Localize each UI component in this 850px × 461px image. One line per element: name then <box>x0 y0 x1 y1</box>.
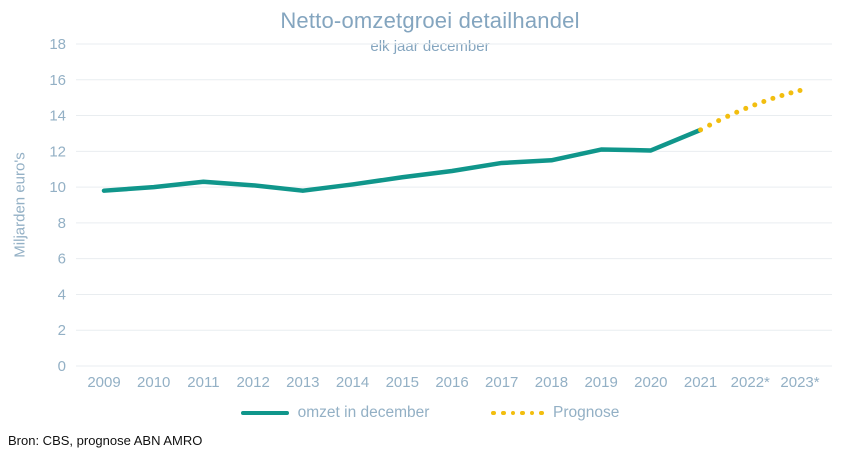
y-tick-label: 10 <box>49 179 66 196</box>
x-tick-label: 2018 <box>535 374 568 391</box>
legend: omzet in december Prognose <box>10 404 850 422</box>
x-tick-label: 2021 <box>684 374 717 391</box>
x-tick-label: 2023* <box>780 374 819 391</box>
y-tick-label: 0 <box>58 358 66 375</box>
x-tick-label: 2019 <box>584 374 617 391</box>
chart-title: Netto-omzetgroei detailhandel <box>280 8 580 33</box>
prognose-dot <box>734 109 740 115</box>
x-tick-label: 2009 <box>87 374 120 391</box>
y-tick-label: 14 <box>49 108 66 125</box>
y-tick-label: 18 <box>49 36 66 53</box>
x-tick-label: 2010 <box>137 374 170 391</box>
y-tick-label: 2 <box>58 322 66 339</box>
x-tick-label: 2014 <box>336 374 369 391</box>
y-tick-label: 16 <box>49 72 66 89</box>
y-tick-label: 4 <box>58 286 66 303</box>
revenue-line <box>101 127 703 193</box>
legend-item-prognose: Prognose <box>491 404 619 422</box>
prognose-dot <box>797 88 803 94</box>
x-tick-label: 2015 <box>386 374 419 391</box>
prognose-dot <box>788 90 794 96</box>
prognose-dots-swatch <box>491 410 544 416</box>
x-tick-label: 2011 <box>187 374 219 391</box>
y-tick-label: 12 <box>49 143 66 160</box>
prognose-dot <box>725 113 731 119</box>
x-tick-label: 2013 <box>286 374 319 391</box>
legend-item-revenue: omzet in december <box>240 404 430 422</box>
x-tick-label: 2016 <box>435 374 468 391</box>
prognose-dot <box>770 95 776 101</box>
x-tick-label: 2012 <box>236 374 269 391</box>
prognose-dot <box>743 105 749 111</box>
y-tick-label: 8 <box>58 215 66 232</box>
x-tick-label: 2022* <box>731 374 770 391</box>
source-note: Bron: CBS, prognose ABN AMRO <box>8 433 203 448</box>
revenue-line-swatch <box>240 410 289 416</box>
prognose-dot <box>698 127 704 133</box>
legend-label-prognose: Prognose <box>553 404 620 421</box>
prognose-dot <box>716 118 722 124</box>
prognose-dot <box>779 93 785 99</box>
legend-label-revenue: omzet in december <box>297 404 430 421</box>
prognose-dot <box>752 102 758 108</box>
chart-svg: 0 2 4 6 8 10 12 14 16 18 2009 2010 2011 2012 2013 2014 2… <box>49 36 832 391</box>
x-tick-label: 2017 <box>485 374 518 391</box>
chart-subtitle: elk jaar december <box>370 38 490 55</box>
prognose-dot <box>707 122 713 128</box>
x-tick-label: 2020 <box>634 374 667 391</box>
prognose-dot <box>761 99 767 105</box>
y-tick-label: 6 <box>58 251 66 268</box>
